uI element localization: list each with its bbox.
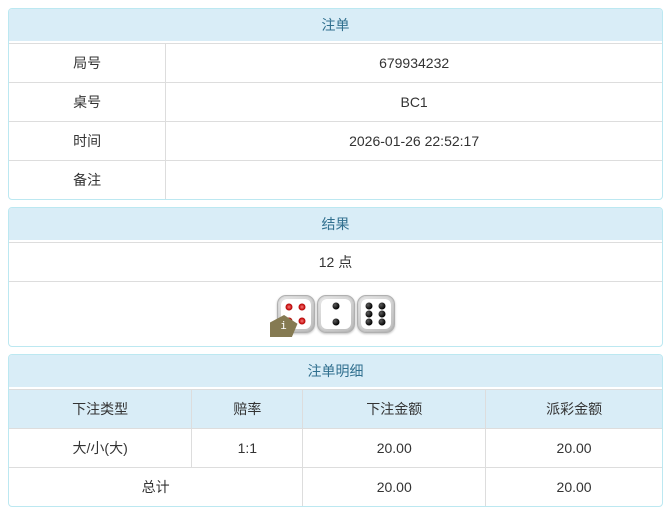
remark-value — [165, 160, 662, 199]
total-row: 总计 20.00 20.00 — [9, 467, 662, 506]
info-badge-icon[interactable]: i — [269, 315, 298, 337]
die-pip — [298, 303, 306, 311]
column-header-payout-amount: 派彩金额 — [485, 389, 662, 429]
result-points: 12 点 — [9, 242, 662, 281]
table-number-label: 桌号 — [9, 82, 167, 122]
bet-info-table: 局号 679934232 桌号 BC1 时间 2026-01-26 22:52:… — [9, 43, 662, 199]
bet-order-panel-title: 注单 — [9, 9, 662, 43]
table-row: 备注 — [9, 160, 662, 199]
bet-amount-value: 20.00 — [302, 428, 487, 468]
result-panel: 结果 12 点 i — [8, 207, 663, 347]
round-number-value: 679934232 — [165, 43, 662, 83]
bet-type-value: 大/小(大) — [9, 428, 193, 468]
die-pip — [378, 310, 386, 318]
die-pip — [378, 318, 386, 326]
table-header-row: 下注类型 赔率 下注金额 派彩金额 — [9, 389, 662, 429]
bet-detail-panel-title: 注单明细 — [9, 355, 662, 389]
dice-row: i — [9, 281, 662, 346]
die-4-red: i — [269, 295, 315, 337]
column-header-bet-type: 下注类型 — [9, 389, 193, 429]
die-pip — [378, 302, 386, 310]
die-pip — [365, 310, 373, 318]
die-pip — [365, 302, 373, 310]
round-number-label: 局号 — [9, 43, 167, 83]
die-pip — [365, 318, 373, 326]
total-bet-amount: 20.00 — [302, 467, 487, 506]
bet-detail-table: 下注类型 赔率 下注金额 派彩金额 大/小(大) 1:1 20.00 20.00… — [9, 389, 662, 506]
table-row: 大/小(大) 1:1 20.00 20.00 — [9, 428, 662, 468]
total-payout-amount: 20.00 — [485, 467, 662, 506]
die-pip — [285, 303, 293, 311]
die-6-black — [356, 295, 395, 333]
odds-value: 1:1 — [191, 428, 304, 468]
remark-label: 备注 — [9, 160, 167, 199]
total-label: 总计 — [9, 467, 304, 506]
time-label: 时间 — [9, 121, 167, 161]
die-2-black — [316, 295, 355, 333]
bet-order-panel: 注单 局号 679934232 桌号 BC1 时间 2026-01-26 22:… — [8, 8, 663, 200]
bet-detail-panel: 注单明细 下注类型 赔率 下注金额 派彩金额 大/小(大) 1:1 20.00 … — [8, 354, 663, 507]
table-row: 局号 679934232 — [9, 43, 662, 83]
payout-amount-value: 20.00 — [485, 428, 662, 468]
die-pip — [298, 317, 306, 325]
time-value: 2026-01-26 22:52:17 — [165, 121, 662, 161]
table-row: 桌号 BC1 — [9, 82, 662, 122]
column-header-bet-amount: 下注金额 — [302, 389, 487, 429]
column-header-odds: 赔率 — [191, 389, 304, 429]
result-panel-title: 结果 — [9, 208, 662, 242]
table-number-value: BC1 — [165, 82, 662, 122]
die-pip — [332, 302, 339, 310]
die-pip — [332, 318, 339, 326]
table-row: 时间 2026-01-26 22:52:17 — [9, 121, 662, 161]
